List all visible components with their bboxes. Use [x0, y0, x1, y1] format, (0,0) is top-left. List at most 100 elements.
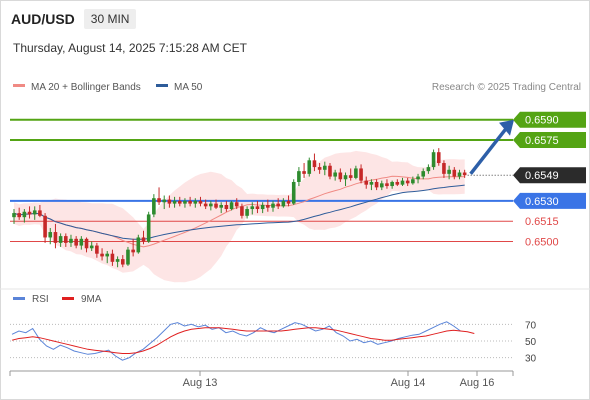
candle	[338, 168, 343, 182]
candle-body	[12, 213, 16, 218]
candle	[209, 200, 213, 211]
candle-body	[260, 204, 265, 210]
current-price-tag	[513, 167, 586, 184]
candle	[141, 230, 146, 245]
candle	[369, 179, 374, 191]
candle	[58, 233, 63, 247]
candle	[276, 198, 280, 210]
candle-body	[416, 176, 420, 180]
ma9-legend-label: 9MA	[81, 294, 102, 305]
candle	[12, 209, 16, 224]
candle	[115, 256, 120, 268]
candle	[146, 211, 151, 243]
candle-body	[302, 171, 306, 174]
candle-body	[442, 163, 446, 174]
candle	[105, 250, 110, 264]
candle-body	[115, 259, 120, 262]
candle	[136, 234, 141, 254]
candle-body	[343, 175, 348, 180]
candle	[271, 200, 275, 212]
candle	[120, 255, 125, 268]
rsi-panel: RSI 9MA 30 50 70	[0, 288, 590, 365]
candle-body	[162, 199, 167, 203]
candle	[411, 176, 415, 185]
price-labels-layer: 0.6590 0.6575 0.6530 0.6515 0.6500 0.6549	[513, 111, 586, 249]
candle	[281, 198, 286, 208]
level-label: 0.6515	[525, 216, 559, 228]
candle	[323, 161, 327, 176]
candle	[183, 198, 187, 208]
candle-body	[110, 253, 115, 262]
candle	[38, 204, 42, 218]
candle-body	[426, 167, 431, 172]
candle-body	[58, 236, 63, 243]
candle-body	[224, 204, 229, 210]
candle-body	[447, 169, 451, 174]
candle-body	[177, 200, 182, 204]
legend-label: MA 20 + Bollinger Bands	[31, 82, 141, 93]
candle	[385, 179, 389, 189]
candle-body	[379, 183, 384, 188]
candle	[447, 165, 451, 180]
candle-body	[421, 171, 426, 177]
candle-body	[32, 210, 37, 215]
legend-swatch	[13, 84, 25, 87]
candle	[266, 199, 270, 212]
candle-body	[354, 168, 358, 178]
candle-body	[390, 181, 394, 187]
candle	[390, 180, 394, 189]
candle	[405, 177, 410, 187]
rsi-tick-label: 50	[525, 337, 537, 348]
candle	[167, 195, 172, 208]
candle-body	[297, 171, 301, 182]
candle-body	[17, 213, 21, 218]
candle	[442, 160, 446, 178]
candle-body	[359, 168, 363, 181]
candle-body	[452, 169, 457, 177]
candle	[32, 206, 37, 220]
candle-body	[271, 203, 275, 208]
candle-body	[374, 181, 379, 188]
candle-body	[43, 215, 47, 238]
candle-body	[64, 236, 68, 243]
candle	[317, 163, 322, 174]
candle-body	[431, 152, 436, 168]
candle	[307, 157, 312, 177]
candle	[89, 241, 94, 251]
candle-body	[214, 203, 218, 208]
legend-label: MA 50	[174, 82, 203, 93]
candle-body	[79, 238, 84, 246]
candle	[22, 209, 27, 223]
candle	[395, 179, 400, 187]
candle	[400, 177, 405, 187]
candle	[157, 187, 161, 205]
candle	[43, 213, 47, 243]
candle-body	[457, 172, 462, 177]
candle-body	[105, 253, 110, 257]
x-axis: Aug 13 Aug 14 Aug 16	[9, 370, 514, 389]
candle	[245, 206, 249, 219]
candle-body	[89, 245, 94, 249]
candle	[312, 153, 317, 172]
candle	[79, 236, 84, 250]
candles-layer	[12, 148, 467, 268]
candle-body	[152, 198, 156, 215]
candle	[188, 196, 192, 207]
projection-arrow	[469, 127, 508, 175]
candle-body	[198, 200, 203, 204]
candle	[152, 194, 156, 218]
candle	[219, 202, 223, 214]
level-label: 0.6575	[525, 135, 559, 147]
candle	[126, 246, 130, 266]
candle	[48, 227, 53, 245]
candle-body	[385, 183, 389, 187]
candle-body	[219, 204, 223, 208]
ma50-line	[13, 184, 465, 240]
candle-body	[193, 200, 198, 204]
candle	[53, 223, 58, 249]
current-price-label: 0.6549	[525, 170, 559, 182]
candle	[354, 165, 358, 180]
candle-body	[364, 180, 369, 185]
timeframe-badge[interactable]: 30 MIN	[83, 9, 137, 29]
candle-body	[312, 160, 317, 168]
